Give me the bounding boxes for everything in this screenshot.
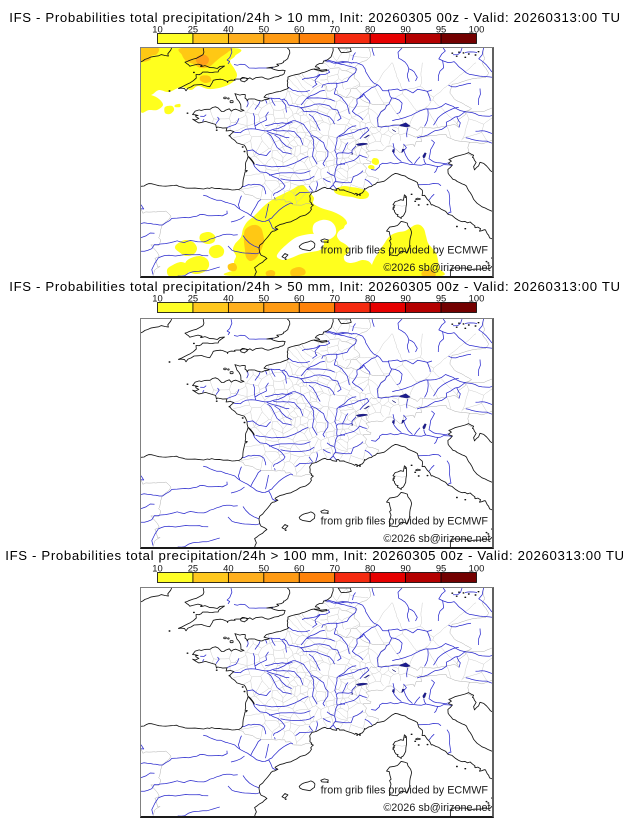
svg-text:60: 60 [294, 563, 304, 574]
svg-text:80: 80 [365, 563, 375, 574]
svg-text:25: 25 [188, 563, 198, 574]
svg-text:40: 40 [223, 563, 233, 574]
svg-text:60: 60 [294, 293, 304, 304]
svg-text:95: 95 [436, 563, 446, 574]
svg-text:40: 40 [223, 293, 233, 304]
svg-text:50: 50 [259, 293, 269, 304]
svg-text:70: 70 [330, 23, 340, 34]
svg-text:100: 100 [469, 563, 485, 574]
svg-text:95: 95 [436, 23, 446, 34]
svg-text:80: 80 [365, 23, 375, 34]
svg-text:70: 70 [330, 563, 340, 574]
svg-text:10: 10 [152, 293, 162, 304]
svg-text:70: 70 [330, 293, 340, 304]
svg-text:50: 50 [259, 23, 269, 34]
svg-text:90: 90 [400, 293, 410, 304]
svg-text:60: 60 [294, 23, 304, 34]
svg-text:25: 25 [188, 293, 198, 304]
svg-text:95: 95 [436, 293, 446, 304]
svg-text:10: 10 [152, 563, 162, 574]
svg-text:90: 90 [400, 23, 410, 34]
svg-text:10: 10 [152, 23, 162, 34]
svg-text:90: 90 [400, 563, 410, 574]
svg-text:100: 100 [469, 293, 485, 304]
svg-text:100: 100 [469, 23, 485, 34]
svg-text:40: 40 [223, 23, 233, 34]
svg-text:25: 25 [188, 23, 198, 34]
svg-text:80: 80 [365, 293, 375, 304]
svg-text:50: 50 [259, 563, 269, 574]
